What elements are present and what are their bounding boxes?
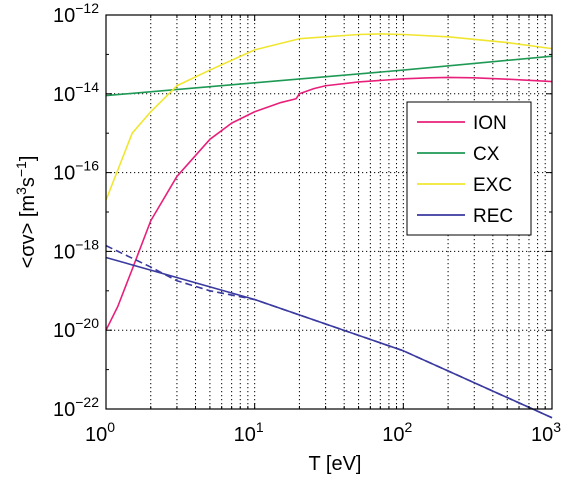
x-tick-label: 101 (234, 419, 264, 446)
series-layer (105, 33, 553, 419)
y-tick-label: 10−12 (53, 0, 99, 27)
x-axis-label: T [eV] (309, 453, 362, 475)
y-tick-label: 10−22 (53, 394, 99, 421)
legend-label-cx: CX (473, 144, 500, 165)
y-tick-label: 10−16 (53, 158, 99, 185)
x-tick-label: 103 (531, 419, 561, 446)
series-line-rec-dashed (105, 244, 553, 419)
y-tick-label: 10−14 (53, 79, 99, 106)
x-tick-label: 100 (85, 419, 115, 446)
tick-layer (105, 14, 553, 410)
label-layer: 100 101 102 103 10−22 10−20 10−18 10−16 10−14 10−… (13, 0, 561, 475)
legend-label-rec: REC (473, 206, 513, 227)
series-line-ion (105, 76, 553, 331)
legend-box (406, 101, 532, 236)
y-axis-label: <σv> [m3s−1] (13, 156, 39, 269)
legend: ION CX EXC REC (406, 101, 532, 236)
y-tick-label: 10−18 (53, 236, 99, 263)
series-line-exc (105, 33, 553, 201)
series-line-cx (105, 55, 553, 97)
y-tick-label: 10−20 (53, 315, 99, 342)
legend-label-exc: EXC (473, 175, 512, 196)
legend-label-ion: ION (473, 113, 507, 134)
x-tick-label: 102 (382, 419, 412, 446)
